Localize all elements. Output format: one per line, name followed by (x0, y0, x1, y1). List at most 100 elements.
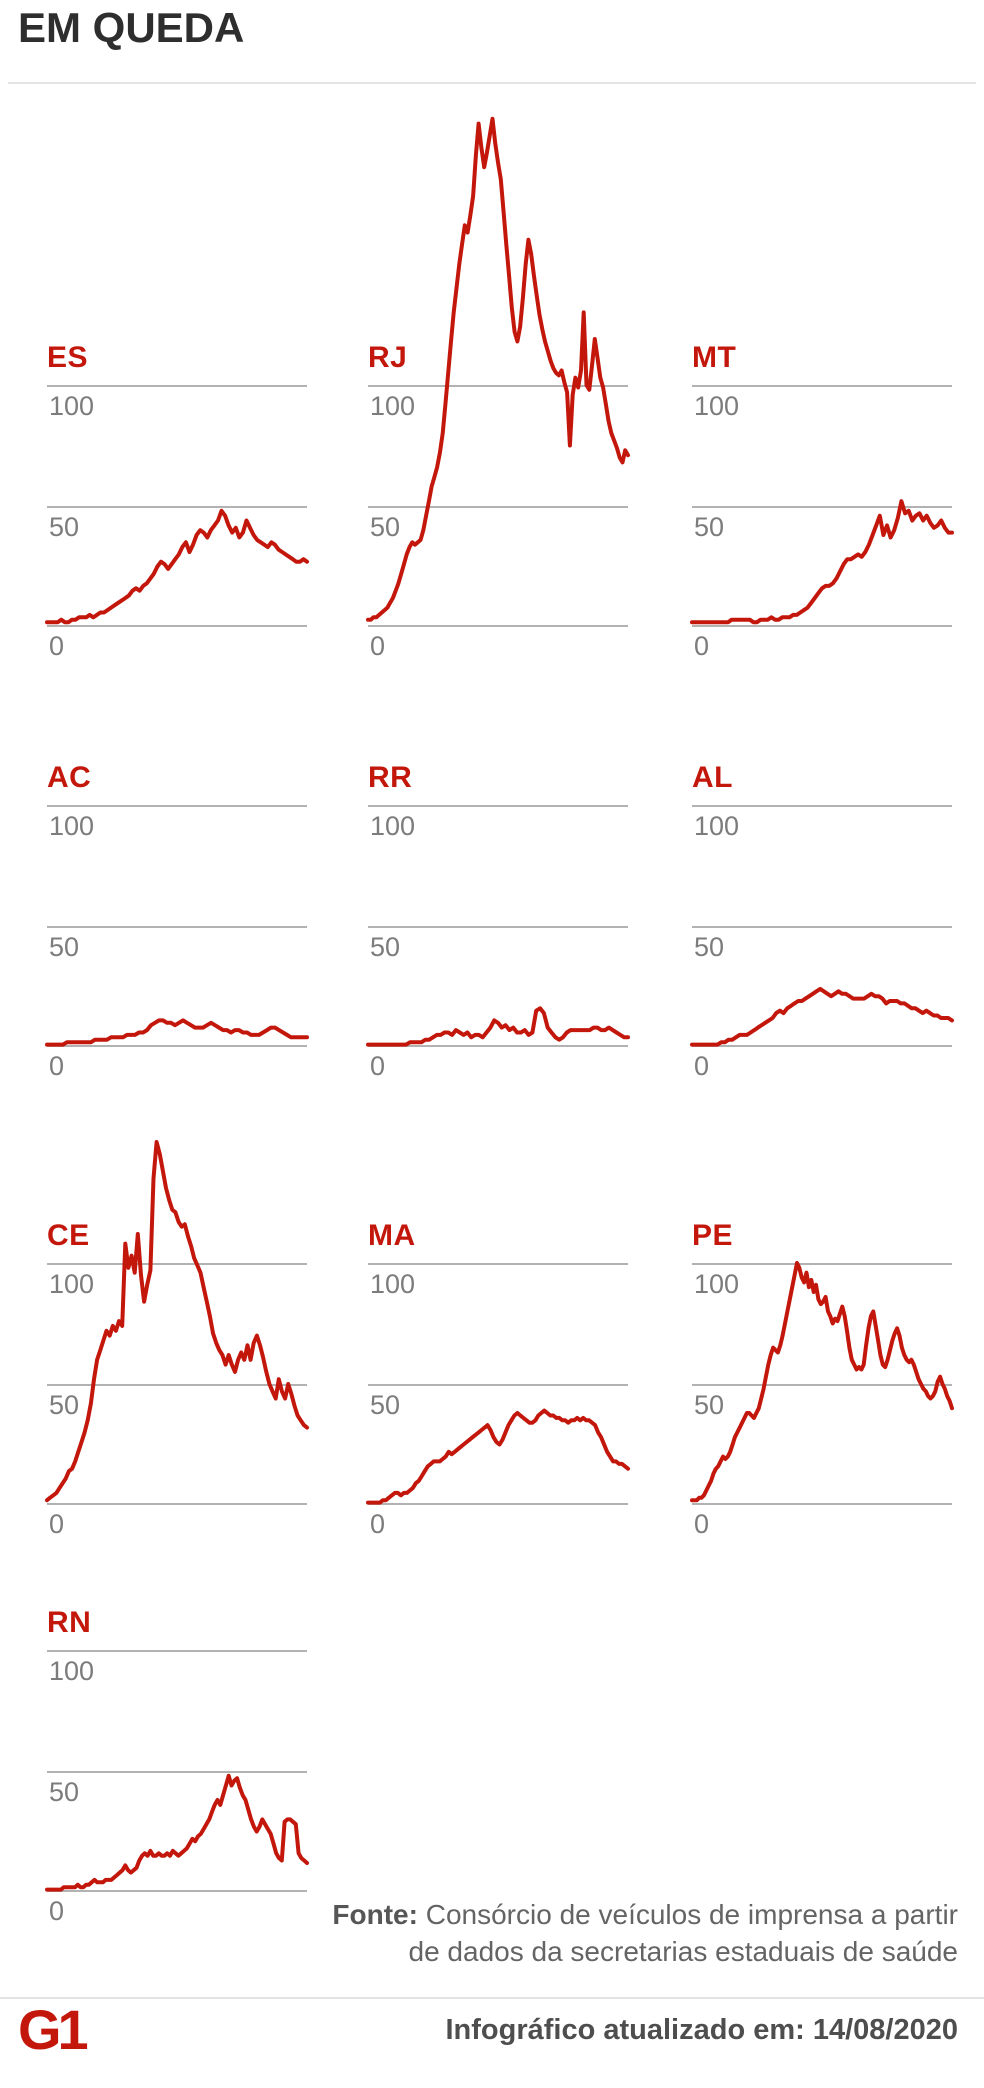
series-line (45, 1140, 309, 1503)
state-label: RN (47, 1606, 92, 1639)
tick-label-0: 0 (694, 631, 710, 661)
gridline-0 (368, 1503, 628, 1505)
state-label: AL (692, 761, 733, 794)
gridline-50 (368, 1384, 628, 1386)
gridline-50 (368, 926, 628, 928)
tick-label-50: 50 (370, 932, 401, 962)
page-title: EM QUEDA (18, 4, 245, 51)
gridline-100 (47, 1650, 307, 1652)
tick-label-0: 0 (370, 1509, 386, 1539)
gridline-50 (692, 1384, 952, 1386)
chart-ma: MA 100 50 0 (366, 1217, 630, 1538)
tick-label-50: 50 (694, 1390, 725, 1420)
gridline-100 (692, 1263, 952, 1265)
g1-logo: G1 (18, 1998, 89, 2061)
gridline-50 (692, 506, 952, 508)
chart-rr: RR 100 50 0 (366, 759, 630, 1080)
gridline-100 (692, 385, 952, 387)
chart-es: ES 100 50 0 (45, 339, 309, 660)
tick-label-50: 50 (370, 512, 401, 542)
tick-label-0: 0 (694, 1051, 710, 1081)
series-line (690, 986, 954, 1047)
series-line (366, 116, 630, 622)
gridline-50 (47, 506, 307, 508)
gridline-100 (368, 805, 628, 807)
tick-label-100: 100 (694, 1269, 740, 1299)
state-label: AC (47, 761, 92, 794)
state-label: PE (692, 1219, 734, 1252)
gridline-0 (47, 1045, 307, 1047)
tick-label-0: 0 (49, 631, 65, 661)
tick-label-100: 100 (370, 1269, 416, 1299)
gridline-50 (368, 506, 628, 508)
tick-label-100: 100 (49, 1656, 95, 1686)
gridline-0 (368, 1045, 628, 1047)
tick-label-100: 100 (370, 811, 416, 841)
tick-label-0: 0 (49, 1896, 65, 1926)
tick-label-50: 50 (694, 512, 725, 542)
gridline-0 (692, 1045, 952, 1047)
gridline-0 (47, 1890, 307, 1892)
gridline-50 (47, 1384, 307, 1386)
gridline-50 (47, 1771, 307, 1773)
series-line (690, 1261, 954, 1503)
gridline-0 (692, 625, 952, 627)
plot-area: 100 50 0 (45, 385, 309, 660)
tick-label-50: 50 (49, 1390, 80, 1420)
tick-label-50: 50 (694, 932, 725, 962)
source-line1: Consórcio de veículos de imprensa a part… (425, 1899, 958, 1930)
plot-area: 100 50 0 (45, 1140, 309, 1538)
gridline-100 (47, 1263, 307, 1265)
gridline-100 (692, 805, 952, 807)
source-label: Fonte: (332, 1899, 418, 1930)
state-label: MT (692, 341, 737, 374)
tick-label-0: 0 (694, 1509, 710, 1539)
plot-area: 100 50 0 (690, 385, 954, 660)
chart-ac: AC 100 50 0 (45, 759, 309, 1080)
chart-pe: PE 100 50 0 (690, 1217, 954, 1538)
tick-label-0: 0 (370, 631, 386, 661)
chart-al: AL 100 50 0 (690, 759, 954, 1080)
gridline-50 (47, 926, 307, 928)
state-label: ES (47, 341, 89, 374)
plot-area: 100 50 0 (366, 116, 630, 660)
footer-divider (0, 1997, 984, 1999)
updated-text: Infográfico atualizado em: 14/08/2020 (445, 2014, 958, 2046)
tick-label-0: 0 (49, 1051, 65, 1081)
gridline-100 (47, 385, 307, 387)
title-divider (8, 82, 976, 84)
state-label: RJ (368, 341, 408, 374)
chart-mt: MT 100 50 0 (690, 339, 954, 660)
plot-area: 100 50 0 (690, 805, 954, 1080)
gridline-100 (368, 1263, 628, 1265)
series-line (690, 499, 954, 625)
plot-area: 100 50 0 (366, 805, 630, 1080)
series-line (45, 1773, 309, 1892)
tick-label-50: 50 (49, 512, 80, 542)
plot-area: 100 50 0 (45, 1650, 309, 1925)
state-label: CE (47, 1219, 90, 1252)
state-label: MA (368, 1219, 416, 1252)
plot-area: 100 50 0 (366, 1263, 630, 1538)
tick-label-0: 0 (49, 1509, 65, 1539)
chart-ce: CE 100 50 0 (45, 1140, 309, 1538)
source-line1-wrap: Fonte: Consórcio de veículos de imprensa… (332, 1899, 958, 1930)
source-line2: de dados da secretarias estaduais de saú… (408, 1936, 959, 1967)
tick-label-50: 50 (49, 1777, 80, 1807)
tick-label-100: 100 (49, 811, 95, 841)
gridline-0 (368, 625, 628, 627)
gridline-0 (692, 1503, 952, 1505)
plot-area: 100 50 0 (690, 1261, 954, 1538)
tick-label-0: 0 (370, 1051, 386, 1081)
series-line (45, 508, 309, 625)
gridline-50 (692, 926, 952, 928)
tick-label-50: 50 (49, 932, 80, 962)
tick-label-50: 50 (370, 1390, 401, 1420)
tick-label-100: 100 (694, 391, 740, 421)
plot-area: 100 50 0 (45, 805, 309, 1080)
source-note: Fonte: Consórcio de veículos de imprensa… (332, 1896, 958, 1970)
series-line (366, 1408, 630, 1505)
gridline-0 (47, 625, 307, 627)
series-line (366, 1006, 630, 1047)
